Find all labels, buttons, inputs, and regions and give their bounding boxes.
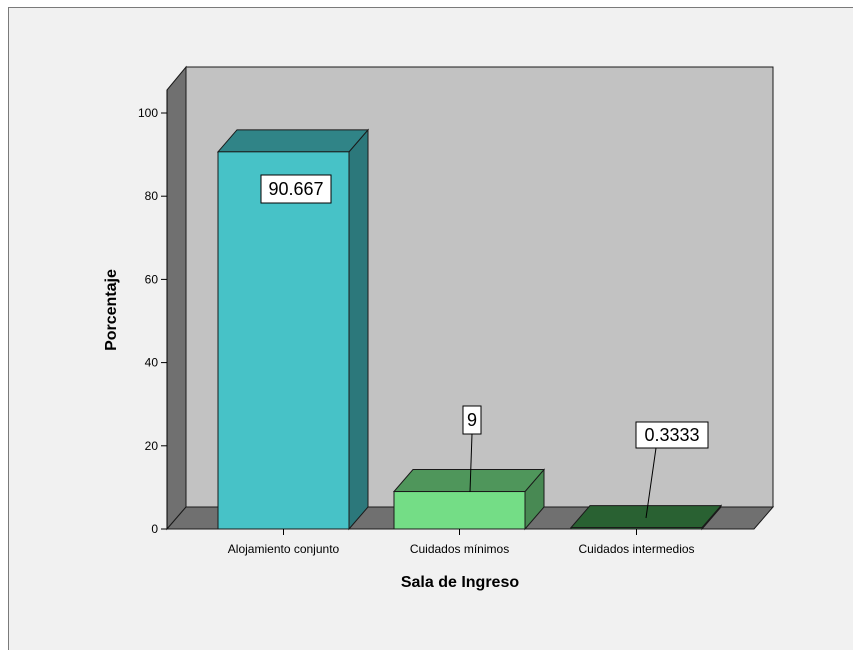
data-label-box xyxy=(462,405,482,435)
y-tick-label: 20 xyxy=(145,439,159,453)
y-tick-label: 40 xyxy=(145,356,159,370)
bar-front-cuidados-intermedios xyxy=(570,527,703,530)
y-axis-title: Porcentaje xyxy=(103,269,120,351)
y-tick-label: 100 xyxy=(138,106,158,120)
x-axis-title: Sala de Ingreso xyxy=(401,574,519,591)
category-label: Alojamiento conjunto xyxy=(228,542,340,556)
y-tick-label: 0 xyxy=(151,522,158,536)
bar-top-face xyxy=(216,129,370,153)
data-label-leader xyxy=(645,447,657,519)
data-label-leader xyxy=(469,433,473,493)
data-label-text: 9 xyxy=(467,410,477,430)
data-label-text: 90.667 xyxy=(268,179,323,199)
y-tick-label: 80 xyxy=(145,189,159,203)
chart-side-wall xyxy=(166,65,187,531)
category-labels: Alojamiento conjunto Cuidados mínimos Cuid… xyxy=(228,529,695,556)
data-label-text: 0.3333 xyxy=(644,425,699,445)
category-label: Cuidados intermedios xyxy=(578,542,694,556)
data-label-box xyxy=(635,421,709,449)
bar-front-alojamiento-conjunto xyxy=(217,151,350,530)
bar-top-face xyxy=(392,469,546,493)
data-label-box xyxy=(260,174,332,204)
y-axis-ticks: 0 20 40 60 80 100 xyxy=(138,106,167,536)
data-labels: 90.667 9 0.3333 xyxy=(260,174,709,519)
bar-front-cuidados-m-nimos xyxy=(393,491,526,530)
bar-side-face xyxy=(348,128,369,531)
y-tick-label: 60 xyxy=(145,272,159,286)
category-label: Cuidados mínimos xyxy=(410,542,509,556)
bars xyxy=(216,128,723,531)
